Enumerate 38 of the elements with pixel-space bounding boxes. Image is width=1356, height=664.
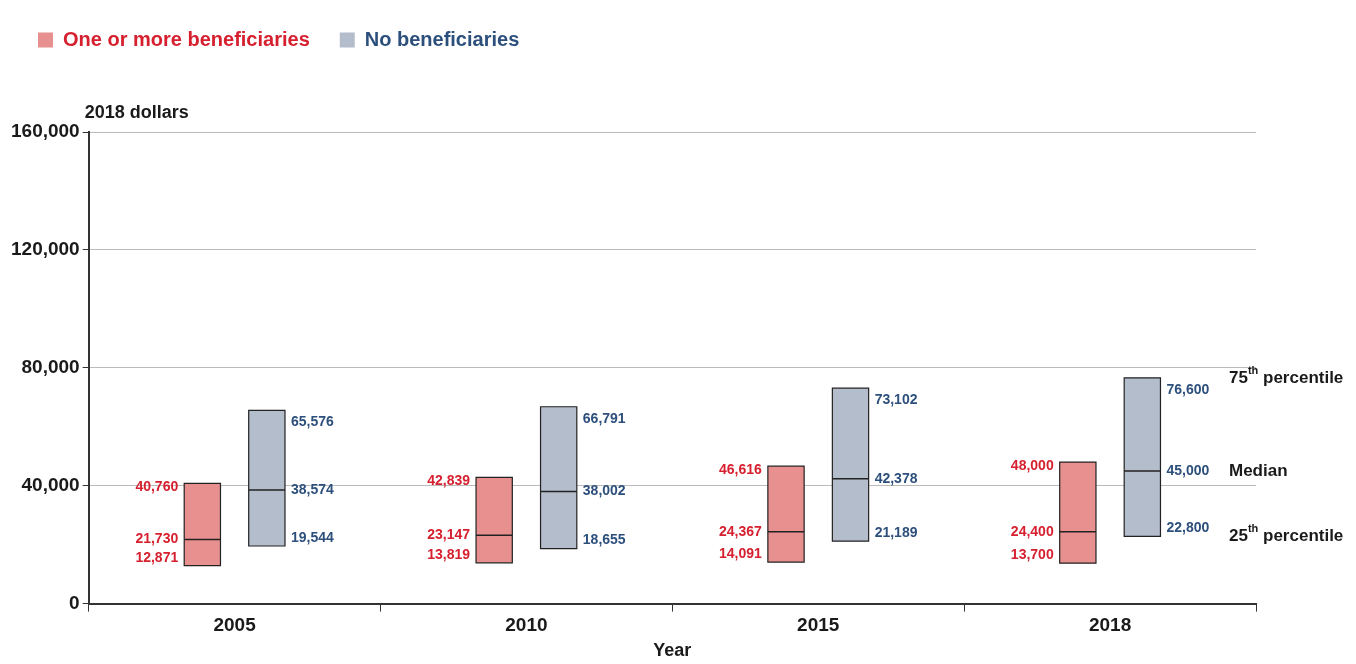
x-tick-label: 2018 [1088, 614, 1132, 636]
text: 45,000 [1166, 461, 1210, 478]
legend-label: No beneficiaries [364, 27, 520, 50]
text: 23,147 [427, 526, 471, 543]
text: 65,576 [290, 413, 334, 430]
x-tick-label: 2005 [213, 614, 257, 636]
text: 13,819 [427, 545, 471, 562]
text: 42,378 [874, 469, 918, 486]
x-tick-label: 2015 [797, 614, 840, 636]
text: 13,700 [1010, 546, 1054, 563]
text: 76,600 [1166, 380, 1210, 397]
text: 24,400 [1010, 522, 1054, 539]
annotation: Median [1229, 460, 1288, 480]
text: 38,574 [290, 480, 334, 497]
text: 66,791 [582, 409, 626, 426]
text: 21,189 [874, 524, 918, 540]
y-axis-title: 2018 dollars [84, 101, 189, 122]
text: 42,839 [427, 472, 471, 489]
text: 14,091 [719, 544, 762, 561]
y-tick-label: 160,000 [10, 120, 80, 142]
text: 48,000 [1010, 456, 1054, 473]
text: 21,730 [135, 530, 179, 547]
legend-label: One or more beneficiaries [63, 27, 310, 50]
text: 46,616 [719, 461, 762, 478]
text: 19,544 [290, 528, 334, 545]
x-axis-title: Year [653, 640, 692, 661]
text: 24,367 [719, 522, 762, 539]
y-tick-label: 80,000 [21, 356, 80, 378]
y-tick-label: 40,000 [21, 473, 80, 495]
text: 22,800 [1166, 519, 1210, 536]
x-tick-label: 2010 [505, 614, 548, 636]
text: 38,002 [582, 482, 626, 499]
text: 12,871 [135, 548, 179, 565]
text: 40,760 [135, 478, 179, 495]
text: 18,655 [582, 531, 626, 548]
text: 73,102 [874, 390, 918, 407]
y-tick-label: 0 [69, 591, 80, 613]
y-tick-label: 120,000 [10, 238, 80, 260]
